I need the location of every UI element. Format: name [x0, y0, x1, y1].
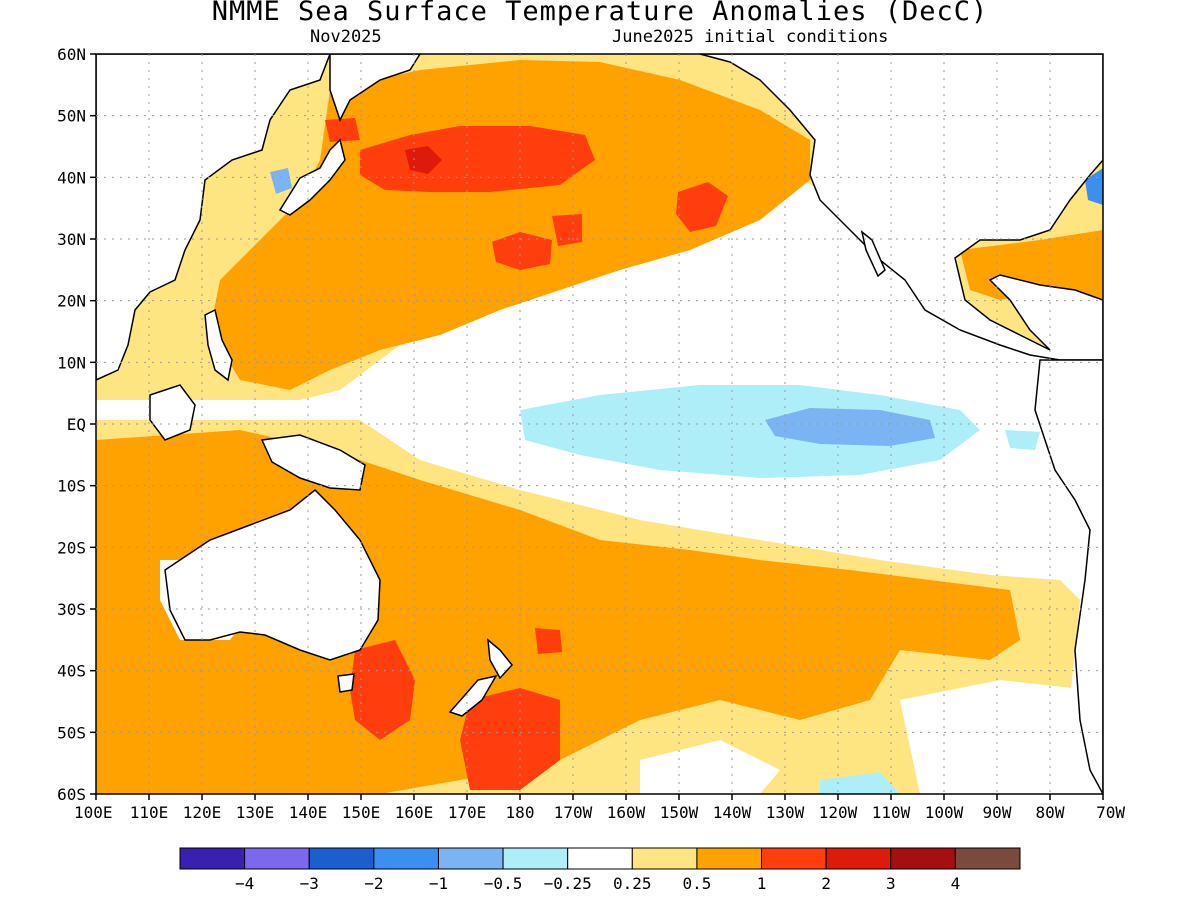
new-zealand-north [487, 638, 513, 680]
lat-label: 20N [57, 292, 86, 311]
colorbar-swatch [890, 847, 956, 870]
lat-label: 60S [57, 785, 86, 804]
lon-label: 140W [713, 803, 752, 822]
colorbar-label: 4 [951, 874, 961, 893]
baja-california [860, 230, 886, 278]
colorbar-swatch [954, 847, 1021, 870]
colorbar-label: 3 [886, 874, 896, 893]
lon-label: 130E [236, 803, 275, 822]
colorbar-label: 1 [757, 874, 767, 893]
colorbar-swatch [825, 847, 892, 870]
lat-label: 50S [57, 723, 86, 742]
colorbar-label: −0.5 [484, 874, 523, 893]
colorbar-label: 0.25 [613, 874, 652, 893]
colorbar-swatch [308, 847, 375, 870]
new-zealand-south [448, 674, 498, 717]
lat-label: 30S [57, 600, 86, 619]
anomaly-neg-peru-coast [1005, 430, 1040, 450]
latitude-labels: 60N 50N 40N 30N 20N 10N EQ 10S 20S 30S 40S 50S 60S [57, 45, 86, 804]
lon-label: 120E [183, 803, 222, 822]
colorbar-swatch [502, 847, 569, 870]
colorbar-swatch [373, 847, 439, 870]
colorbar-swatch [567, 847, 633, 870]
colorbar-swatch [437, 847, 504, 870]
anomaly-neg-southern-ocean [820, 772, 900, 794]
lon-label: 150E [342, 803, 381, 822]
lon-label: 120W [819, 803, 858, 822]
lat-label: EQ [67, 415, 86, 434]
lat-label: 10S [57, 477, 86, 496]
lon-label: 140E [289, 803, 328, 822]
australia [164, 488, 381, 661]
lon-label: 130W [766, 803, 805, 822]
anomaly-neg-japan-sea [270, 168, 292, 194]
lon-label: 170W [554, 803, 593, 822]
valid-month-label: Nov2025 [310, 27, 382, 47]
colorbar-labels: −4 −3 −2 −1 −0.5 −0.25 0.25 0.5 1 2 3 4 [235, 874, 960, 893]
anomaly-field [96, 54, 1103, 794]
anomaly-neg-0.5-1 [765, 408, 935, 446]
colorbar-label: −0.25 [544, 874, 592, 893]
colorbar-label: 0.5 [682, 874, 711, 893]
colorbar-swatch [761, 847, 827, 870]
lon-label: 150W [660, 803, 699, 822]
anomaly-neg-0.25-0.5 [520, 385, 980, 478]
colorbar-label: −2 [364, 874, 383, 893]
colorbar-label: 2 [821, 874, 831, 893]
lon-label: 110W [872, 803, 911, 822]
lat-label: 20S [57, 538, 86, 557]
south-america [1034, 359, 1103, 794]
gridlines [90, 53, 1104, 800]
colorbar-swatch [696, 847, 763, 870]
asia-mainland [96, 54, 331, 381]
borneo [149, 384, 196, 441]
north-america [699, 54, 1103, 361]
lat-label: 40S [57, 662, 86, 681]
lon-label: 80W [1036, 803, 1065, 822]
map-title: NMME Sea Surface Temperature Anomalies (… [211, 0, 989, 27]
colorbar-swatch [631, 847, 698, 870]
land [96, 54, 1103, 794]
kamchatka [329, 54, 421, 122]
lon-label: 160W [607, 803, 646, 822]
colorbar-label: −3 [300, 874, 319, 893]
lat-label: 30N [57, 230, 86, 249]
tasmania [337, 673, 355, 693]
colorbar-label: −4 [235, 874, 254, 893]
colorbar-swatch [179, 847, 246, 870]
lon-label: 110E [130, 803, 169, 822]
lon-label: 170E [448, 803, 487, 822]
lat-label: 40N [57, 168, 86, 187]
colorbar-swatch [244, 847, 310, 870]
lon-label: 160E [395, 803, 434, 822]
anomaly-1-2 [325, 118, 728, 790]
lat-label: 10N [57, 353, 86, 372]
lon-label: 70W [1096, 803, 1125, 822]
lat-label: 60N [57, 45, 86, 64]
lon-label: 100W [925, 803, 964, 822]
colorbar-label: −1 [429, 874, 448, 893]
colorbar [179, 847, 1021, 870]
lon-label: 180 [506, 803, 535, 822]
lon-label: 100E [74, 803, 113, 822]
new-guinea [260, 434, 366, 491]
lon-label: 90W [983, 803, 1012, 822]
lat-label: 50N [57, 107, 86, 126]
initial-conditions-label: June2025 initial conditions [612, 27, 889, 47]
longitude-labels: 100E 110E 120E 130E 140E 150E 160E 170E 180 170W 1… [74, 803, 1125, 822]
